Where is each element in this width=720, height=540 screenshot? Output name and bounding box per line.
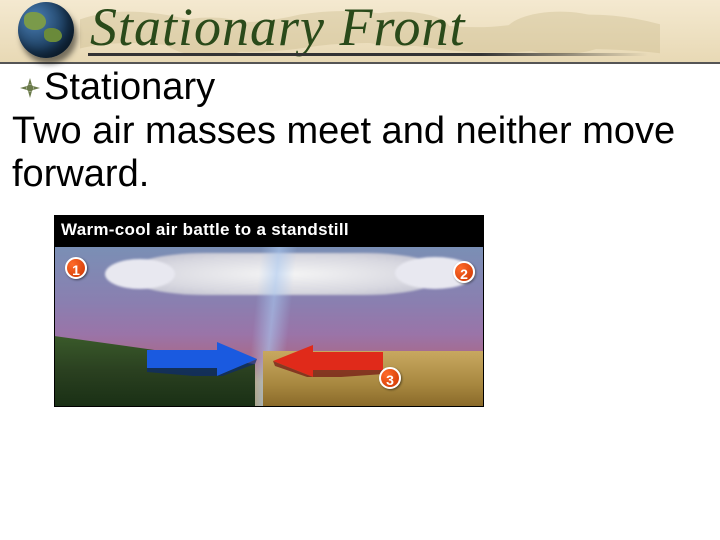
diagram: Warm-cool air battle to a standstill 1 2… bbox=[54, 215, 484, 407]
bullet-row: Stationary bbox=[20, 66, 710, 110]
compass-bullet-icon bbox=[20, 78, 40, 98]
title-underline bbox=[88, 53, 648, 56]
body-text: Two air masses meet and neither move for… bbox=[12, 110, 710, 197]
slide-title: Stationary Front bbox=[90, 0, 466, 58]
content-area: Stationary Two air masses meet and neith… bbox=[0, 64, 720, 407]
warm-air-arrow bbox=[273, 345, 383, 377]
globe-icon bbox=[18, 2, 74, 58]
bullet-label: Stationary bbox=[44, 66, 215, 110]
badge-3: 3 bbox=[379, 367, 401, 389]
title-band: Stationary Front bbox=[0, 0, 720, 64]
diagram-heading: Warm-cool air battle to a standstill bbox=[54, 215, 484, 247]
badge-2: 2 bbox=[453, 261, 475, 283]
diagram-scene: 1 2 3 bbox=[54, 247, 484, 407]
cool-air-arrow bbox=[147, 342, 257, 376]
badge-1: 1 bbox=[65, 257, 87, 279]
